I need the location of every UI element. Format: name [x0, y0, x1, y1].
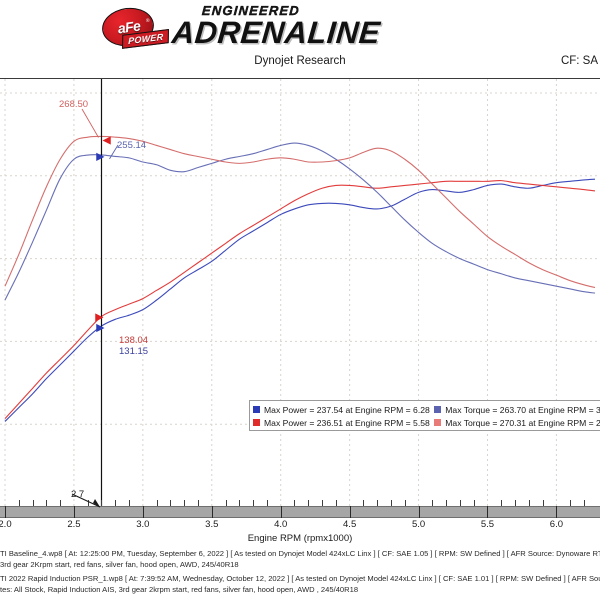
annotation-torque-red: 268.50	[59, 99, 89, 110]
x-tick-major	[5, 506, 6, 518]
x-tick-label: 6.0	[549, 519, 563, 530]
x-tick-minor	[46, 500, 48, 506]
x-tick-label: 5.0	[411, 519, 426, 530]
correction-factor-label: CF: SA	[560, 55, 598, 67]
x-tick-label: 5.5	[480, 519, 495, 530]
x-tick-minor	[129, 500, 131, 506]
x-tick-label: 3.5	[205, 519, 219, 530]
x-tick-minor	[542, 500, 544, 506]
annotation-power-red: 138.04	[119, 335, 149, 346]
legend-item-max-torque-rapid-induction[interactable]: Max Torque = 270.31 at Engine RPM = 2.7	[434, 418, 600, 428]
cursor-arrow-markers	[81, 108, 119, 333]
x-tick-label: 2.0	[0, 519, 12, 530]
legend-label-max-power-rapid-induction: Max Power = 236.51 at Engine RPM = 5.58	[264, 417, 430, 428]
page-header: aFe ® POWER ENGINEERED ADRENALINE Dynoje…	[0, 0, 600, 78]
data-curves	[4, 135, 596, 422]
dyno-plot-area: 268.50 255.14 138.04 131.15	[0, 78, 600, 506]
legend-label-max-torque-rapid-induction: Max Torque = 270.31 at Engine RPM = 2.7	[445, 417, 600, 428]
x-tick-label: 4.0	[274, 519, 288, 530]
afe-power-adrenaline-logo: aFe ® POWER ENGINEERED ADRENALINE	[99, 3, 490, 50]
x-axis-ticks	[0, 500, 600, 518]
x-tick-minor	[459, 500, 461, 506]
run1-info-line: TI Baseline_4.wp8 [ At: 12:25:00 PM, Tue…	[0, 549, 600, 558]
legend-item-max-power-rapid-induction[interactable]: Max Power = 236.51 at Engine RPM = 5.58	[253, 418, 434, 428]
cursor-rpm-label: 2.7	[71, 489, 85, 500]
x-tick-minor	[87, 500, 89, 506]
cursor-pointer-arrow-icon	[71, 493, 101, 508]
x-tick-minor	[404, 500, 406, 506]
x-tick-minor	[184, 500, 186, 506]
x-tick-minor	[473, 500, 475, 506]
adrenaline-wordmark: ENGINEERED ADRENALINE	[170, 3, 382, 50]
curve-torque_rapid_induction	[4, 135, 596, 289]
x-axis-title: Engine RPM (rpmx1000)	[247, 533, 353, 544]
x-tick-major	[142, 506, 144, 518]
x-tick-label: 4.5	[343, 519, 357, 530]
x-tick-minor	[32, 500, 34, 506]
legend-swatch-torque-baseline	[434, 406, 442, 413]
run-info-footer: TI Baseline_4.wp8 [ At: 12:25:00 PM, Tue…	[0, 547, 600, 600]
x-tick-major	[418, 506, 420, 518]
x-tick-minor	[266, 500, 268, 506]
x-tick-minor	[432, 500, 434, 506]
x-tick-minor	[308, 500, 310, 506]
adrenaline-text: ADRENALINE	[170, 15, 382, 50]
legend-swatch-power-baseline	[253, 406, 260, 413]
x-tick-minor	[528, 500, 530, 506]
x-tick-major	[73, 506, 75, 518]
x-tick-minor	[583, 500, 585, 506]
x-tick-major	[349, 506, 351, 518]
x-tick-minor	[377, 500, 379, 506]
x-tick-minor	[197, 500, 199, 506]
chart-subtitle: Dynojet Research	[254, 55, 346, 67]
legend-label-max-power-baseline: Max Power = 237.54 at Engine RPM = 6.28	[264, 404, 430, 415]
x-tick-minor	[239, 500, 241, 506]
legend-swatch-power-rapid-induction	[253, 419, 260, 426]
x-tick-minor	[335, 500, 337, 506]
x-tick-minor	[570, 500, 572, 506]
x-tick-minor	[253, 500, 255, 506]
run2-info-line: TI 2022 Rapid Induction PSR_1.wp8 [ At: …	[0, 574, 600, 583]
x-tick-minor	[225, 500, 227, 506]
x-tick-label: 2.5	[67, 519, 81, 530]
x-tick-minor	[18, 500, 20, 506]
x-tick-minor	[156, 500, 158, 506]
legend-item-max-power-baseline[interactable]: Max Power = 237.54 at Engine RPM = 6.28	[253, 405, 434, 415]
x-tick-label: 3.0	[136, 519, 150, 530]
x-tick-minor	[515, 500, 517, 506]
x-tick-minor	[501, 500, 503, 506]
grid-lines	[0, 79, 600, 506]
run2-notes-line: tes: All Stock, Rapid Induction AIS, 3rd…	[0, 585, 359, 594]
chart-legend[interactable]: Max Power = 237.54 at Engine RPM = 6.28 …	[249, 400, 600, 431]
x-tick-minor	[446, 500, 448, 506]
legend-row-baseline: Max Power = 237.54 at Engine RPM = 6.28 …	[253, 403, 600, 416]
x-tick-major	[556, 506, 558, 518]
curve-power_baseline	[4, 178, 596, 422]
curve-power_rapid_induction	[4, 180, 596, 420]
x-tick-minor	[390, 500, 392, 506]
x-tick-minor	[170, 500, 172, 506]
x-tick-major	[280, 506, 282, 518]
legend-row-rapid-induction: Max Power = 236.51 at Engine RPM = 5.58 …	[253, 416, 600, 429]
x-tick-major	[211, 506, 213, 518]
dyno-plot-svg	[0, 79, 600, 506]
curve-torque_baseline	[4, 142, 596, 301]
x-tick-major	[487, 506, 489, 518]
annotation-torque-blue: 255.14	[117, 140, 147, 151]
legend-label-max-torque-baseline: Max Torque = 263.70 at Engine RPM = 3.7	[445, 404, 600, 415]
x-tick-minor	[115, 500, 117, 506]
x-tick-minor	[363, 500, 365, 506]
x-tick-minor	[294, 500, 296, 506]
annotation-power-blue: 131.15	[119, 346, 149, 357]
afe-power-logo-icon: aFe ® POWER	[99, 4, 170, 50]
legend-item-max-torque-baseline[interactable]: Max Torque = 263.70 at Engine RPM = 3.7	[434, 405, 600, 415]
x-axis-band	[0, 506, 600, 518]
afe-registered-mark: ®	[145, 17, 151, 25]
run1-notes-line: 3rd gear 2Krpm start, red fans, silver f…	[0, 560, 239, 569]
x-tick-minor	[60, 500, 62, 506]
x-tick-minor	[101, 500, 103, 506]
x-tick-minor	[322, 500, 324, 506]
legend-swatch-torque-rapid-induction	[434, 419, 442, 426]
